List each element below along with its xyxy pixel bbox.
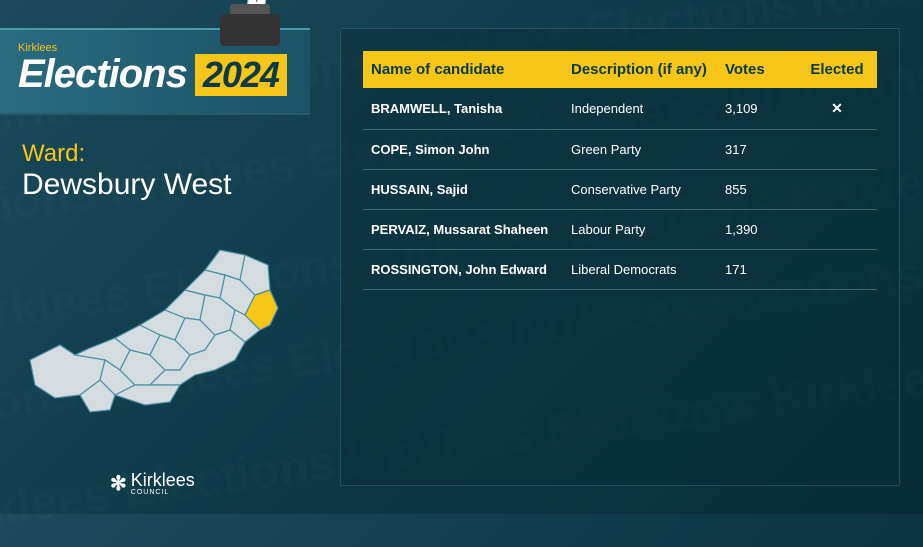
cell-name: PERVAIZ, Mussarat Shaheen [363, 210, 563, 250]
elections-logo: + Kirklees Elections 2024 [0, 28, 310, 115]
cell-name: HUSSAIN, Sajid [363, 170, 563, 210]
cell-description: Green Party [563, 130, 717, 170]
cell-votes: 1,390 [717, 210, 797, 250]
ward-name: Dewsbury West [22, 168, 232, 202]
cell-votes: 855 [717, 170, 797, 210]
cell-elected [797, 250, 877, 290]
table-row: BRAMWELL, TanishaIndependent3,109✕ [363, 88, 877, 130]
table-row: COPE, Simon JohnGreen Party317 [363, 130, 877, 170]
cell-votes: 317 [717, 130, 797, 170]
cell-votes: 171 [717, 250, 797, 290]
cell-elected [797, 210, 877, 250]
cell-description: Independent [563, 88, 717, 130]
elections-title-word: Elections [18, 52, 187, 97]
header-elected: Elected [797, 51, 877, 88]
table-row: PERVAIZ, Mussarat ShaheenLabour Party1,3… [363, 210, 877, 250]
cell-votes: 3,109 [717, 88, 797, 130]
council-footer-logo: ✻ Kirklees COUNCIL [110, 470, 195, 496]
council-swirl-icon: ✻ [110, 471, 127, 496]
cell-name: BRAMWELL, Tanisha [363, 88, 563, 130]
cell-description: Liberal Democrats [563, 250, 717, 290]
results-panel: Name of candidate Description (if any) V… [340, 28, 900, 486]
table-row: HUSSAIN, SajidConservative Party855 [363, 170, 877, 210]
results-table: Name of candidate Description (if any) V… [363, 51, 877, 290]
table-header-row: Name of candidate Description (if any) V… [363, 51, 877, 88]
table-row: ROSSINGTON, John EdwardLiberal Democrats… [363, 250, 877, 290]
header-votes: Votes [717, 51, 797, 88]
cell-description: Conservative Party [563, 170, 717, 210]
left-panel: + Kirklees Elections 2024 Ward: Dewsbury… [0, 0, 330, 514]
cell-description: Labour Party [563, 210, 717, 250]
elections-year-badge: 2024 [195, 54, 287, 96]
header-name: Name of candidate [363, 51, 563, 88]
cell-elected [797, 170, 877, 210]
ward-map [20, 230, 310, 440]
cell-elected [797, 130, 877, 170]
cell-elected: ✕ [797, 88, 877, 130]
header-description: Description (if any) [563, 51, 717, 88]
cell-name: ROSSINGTON, John Edward [363, 250, 563, 290]
ballot-box-icon: + [220, 4, 280, 48]
cell-name: COPE, Simon John [363, 130, 563, 170]
council-footer-sub: COUNCIL [131, 489, 195, 496]
council-footer-name: Kirklees [131, 470, 195, 490]
ward-label: Ward: [22, 140, 85, 168]
